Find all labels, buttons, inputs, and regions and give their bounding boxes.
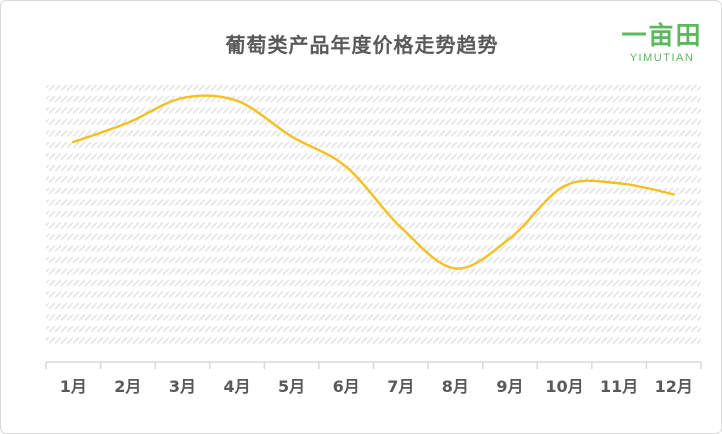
- data-point: [181, 96, 185, 100]
- data-point: [563, 184, 567, 188]
- x-tick-label: 1月: [60, 377, 87, 396]
- data-point: [344, 165, 348, 169]
- chart-title: 葡萄类产品年度价格走势趋势: [225, 33, 499, 57]
- x-tick-label: 6月: [333, 377, 360, 396]
- logo-mark: 一亩田: [621, 21, 703, 50]
- x-tick-label: 2月: [114, 377, 141, 396]
- data-point: [453, 267, 457, 271]
- x-tick-label: 7月: [387, 377, 414, 396]
- data-point: [71, 140, 75, 144]
- x-tick-label: 8月: [442, 377, 469, 396]
- x-tick-label: 5月: [278, 377, 305, 396]
- x-tick-label: 3月: [169, 377, 196, 396]
- yimutian-logo: 一亩田 YIMUTIAN: [613, 21, 711, 65]
- data-point: [399, 225, 403, 229]
- plot-background-hatch: [46, 85, 701, 347]
- series-line: [72, 94, 675, 270]
- x-tick-label: 11月: [600, 377, 638, 396]
- x-tick-label: 12月: [655, 377, 693, 396]
- data-point: [235, 99, 239, 103]
- data-point: [617, 181, 621, 185]
- data-point: [126, 121, 130, 125]
- data-point: [290, 135, 294, 139]
- logo-text: YIMUTIAN: [629, 52, 695, 64]
- x-tick-label: 9月: [496, 377, 523, 396]
- data-point: [508, 236, 512, 240]
- x-tick-label: 4月: [223, 377, 250, 396]
- data-point: [672, 192, 676, 196]
- x-tick-label: 10月: [545, 377, 583, 396]
